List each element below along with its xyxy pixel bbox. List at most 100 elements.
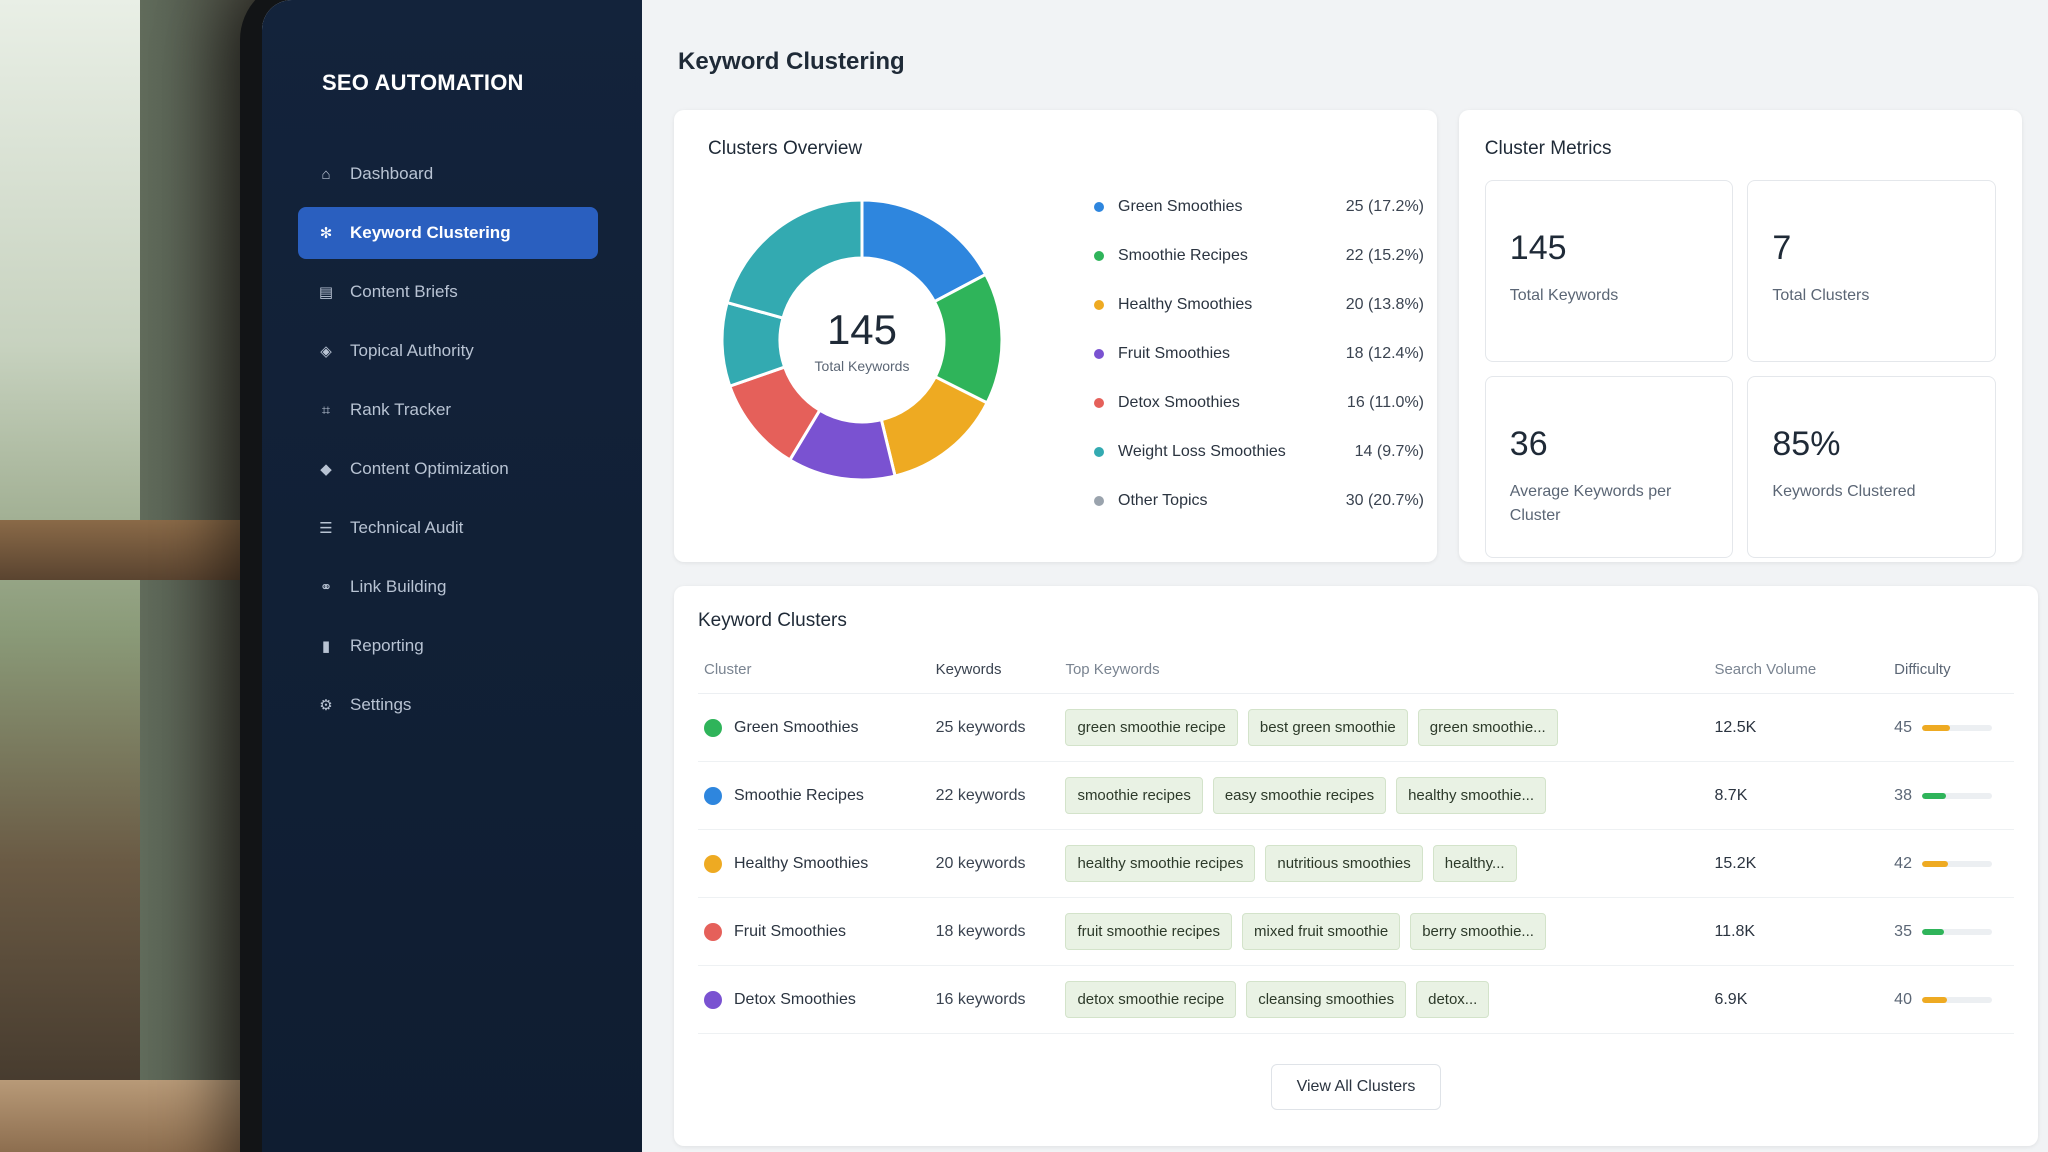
keyword-chip[interactable]: detox...	[1416, 981, 1490, 1018]
keyword-chip[interactable]: healthy smoothie...	[1396, 777, 1546, 814]
sidebar-item-content-briefs[interactable]: ▤ Content Briefs	[298, 266, 598, 318]
difficulty-bar	[1921, 860, 1992, 867]
keyword-chip[interactable]: smoothie recipes	[1065, 777, 1203, 814]
home-icon: ⌂	[321, 165, 331, 183]
table-row[interactable]: Smoothie Recipes 22 keywords smoothie reci…	[698, 762, 2014, 830]
cluster-name-cell: Detox Smoothies	[698, 990, 936, 1009]
metric-value: 7	[1772, 229, 1792, 267]
list-icon: ☰	[319, 520, 333, 537]
cluster-icon: ✻	[319, 225, 333, 242]
sidebar-item-reporting[interactable]: ▮ Reporting	[298, 620, 598, 672]
sidebar-item-topical-authority[interactable]: ◈ Topical Authority	[298, 325, 598, 377]
keyword-chip[interactable]: nutritious smoothies	[1265, 845, 1423, 882]
legend-item: Smoothie Recipes 22 (15.2%)	[1094, 231, 1424, 280]
clusters-overview-card: Clusters Overview 145 Total Keywords Gre…	[674, 110, 1437, 562]
donut-svg	[720, 198, 1004, 482]
app-screen: SEO AUTOMATION ⌂ Dashboard ✻ Keyword Cluste…	[262, 0, 2048, 1152]
keyword-chip[interactable]: healthy...	[1432, 845, 1517, 882]
keyword-chip[interactable]: best green smoothie	[1247, 709, 1408, 746]
brand-logo: SEO AUTOMATION	[322, 70, 524, 95]
table-row[interactable]: Green Smoothies 25 keywords green smoothie…	[698, 694, 2014, 762]
cluster-color-dot	[704, 990, 722, 1009]
difficulty-bar-fill	[1921, 860, 1948, 867]
sidebar-item-label: Settings	[350, 695, 412, 714]
header-keywords: Keywords	[935, 661, 1002, 678]
header-search-volume: Search Volume	[1714, 661, 1817, 678]
chart-legend: Green Smoothies 25 (17.2%) Smoothie Recipe…	[1094, 182, 1424, 525]
donut-slice-other-topics[interactable]	[725, 198, 864, 320]
sidebar-item-rank-tracker[interactable]: ⌗ Rank Tracker	[298, 384, 598, 436]
difficulty-cell: 42	[1894, 855, 2014, 873]
difficulty-value: 40	[1894, 990, 1912, 1008]
metric-value: 145	[1509, 229, 1567, 267]
keyword-chip[interactable]: easy smoothie recipes	[1212, 777, 1387, 814]
table-header: Cluster Keywords Top Keywords Search Vol…	[698, 646, 2014, 694]
donut-total-label: Total Keywords	[814, 358, 910, 374]
donut-center: 145 Total Keywords	[712, 190, 1012, 490]
sidebar-item-technical-audit[interactable]: ☰ Technical Audit	[298, 502, 598, 554]
legend-item: Green Smoothies 25 (17.2%)	[1094, 182, 1424, 231]
top-row: Clusters Overview 145 Total Keywords Gre…	[674, 110, 2022, 562]
tag-icon: ◆	[320, 461, 332, 478]
search-volume: 12.5K	[1714, 718, 1757, 736]
clusters-overview-title: Clusters Overview	[708, 138, 863, 159]
tracker-icon: ⌗	[321, 401, 331, 419]
keyword-chip[interactable]: green smoothie...	[1417, 709, 1558, 746]
sidebar-item-label: Reporting	[350, 636, 424, 655]
legend-label: Weight Loss Smoothies	[1118, 442, 1286, 460]
keyword-chip[interactable]: detox smoothie recipe	[1065, 981, 1237, 1018]
metric-label: Total Clusters	[1772, 287, 1870, 304]
difficulty-bar	[1921, 792, 1992, 799]
sidebar-item-label: Topical Authority	[350, 341, 474, 360]
legend-label: Healthy Smoothies	[1118, 295, 1253, 313]
table-row[interactable]: Detox Smoothies 16 keywords detox smoothie…	[698, 966, 2014, 1034]
legend-color-dot	[1094, 495, 1104, 506]
metric-value: 85%	[1772, 425, 1841, 463]
link-icon: ⚭	[319, 579, 333, 596]
difficulty-bar	[1921, 724, 1992, 731]
sidebar-item-settings[interactable]: ⚙ Settings	[298, 679, 598, 731]
chart-icon: ▮	[321, 638, 331, 655]
sidebar-item-label: Dashboard	[350, 164, 434, 183]
keyword-chip[interactable]: mixed fruit smoothie	[1242, 913, 1401, 950]
keyword-chip[interactable]: fruit smoothie recipes	[1065, 913, 1232, 950]
keyword-count: 25 keywords	[935, 718, 1026, 736]
legend-color-dot	[1094, 201, 1104, 212]
keyword-chip[interactable]: healthy smoothie recipes	[1065, 845, 1256, 882]
difficulty-value: 38	[1894, 786, 1912, 804]
search-volume: 6.9K	[1714, 990, 1748, 1008]
keyword-chip[interactable]: green smoothie recipe	[1065, 709, 1238, 746]
keyword-chip[interactable]: cleansing smoothies	[1246, 981, 1407, 1018]
donut-total-value: 145	[826, 306, 898, 353]
document-icon: ▤	[318, 284, 334, 301]
sidebar-nav: ⌂ Dashboard ✻ Keyword Clustering ▤ Content Br…	[298, 148, 642, 731]
table-row[interactable]: Fruit Smoothies 18 keywords fruit smoothie…	[698, 898, 2014, 966]
legend-item: Fruit Smoothies 18 (12.4%)	[1094, 329, 1424, 378]
difficulty-bar-fill	[1921, 996, 1947, 1003]
difficulty-cell: 40	[1894, 991, 2014, 1009]
legend-label: Detox Smoothies	[1118, 393, 1240, 411]
difficulty-bar-fill	[1921, 792, 1946, 799]
gear-icon: ⚙	[319, 697, 333, 714]
table-row[interactable]: Healthy Smoothies 20 keywords healthy smoo…	[698, 830, 2014, 898]
legend-value: 20 (13.8%)	[1345, 295, 1424, 313]
sidebar-item-keyword-clustering[interactable]: ✻ Keyword Clustering	[298, 207, 598, 259]
cluster-color-dot	[704, 718, 722, 737]
cluster-name-cell: Green Smoothies	[698, 718, 936, 737]
sidebar-item-label: Technical Audit	[350, 518, 464, 537]
top-keywords-cell: healthy smoothie recipes nutritious smoot…	[1065, 845, 1714, 882]
sidebar-item-dashboard[interactable]: ⌂ Dashboard	[298, 148, 598, 200]
difficulty-bar	[1921, 996, 1992, 1003]
table-body: Green Smoothies 25 keywords green smoothie…	[698, 694, 2014, 1034]
view-all-clusters-button[interactable]: View All Clusters	[1271, 1064, 1441, 1110]
legend-label: Green Smoothies	[1118, 197, 1243, 215]
keyword-chip[interactable]: berry smoothie...	[1410, 913, 1546, 950]
sidebar-item-content-optimization[interactable]: ◆ Content Optimization	[298, 443, 598, 495]
sidebar-item-link-building[interactable]: ⚭ Link Building	[298, 561, 598, 613]
legend-value: 25 (17.2%)	[1345, 197, 1424, 215]
cluster-name: Green Smoothies	[734, 718, 859, 736]
sidebar: SEO AUTOMATION ⌂ Dashboard ✻ Keyword Cluste…	[262, 0, 642, 1152]
donut-chart: 145 Total Keywords	[712, 190, 1012, 490]
search-volume: 8.7K	[1714, 786, 1748, 804]
keyword-clusters-title: Keyword Clusters	[698, 610, 847, 631]
